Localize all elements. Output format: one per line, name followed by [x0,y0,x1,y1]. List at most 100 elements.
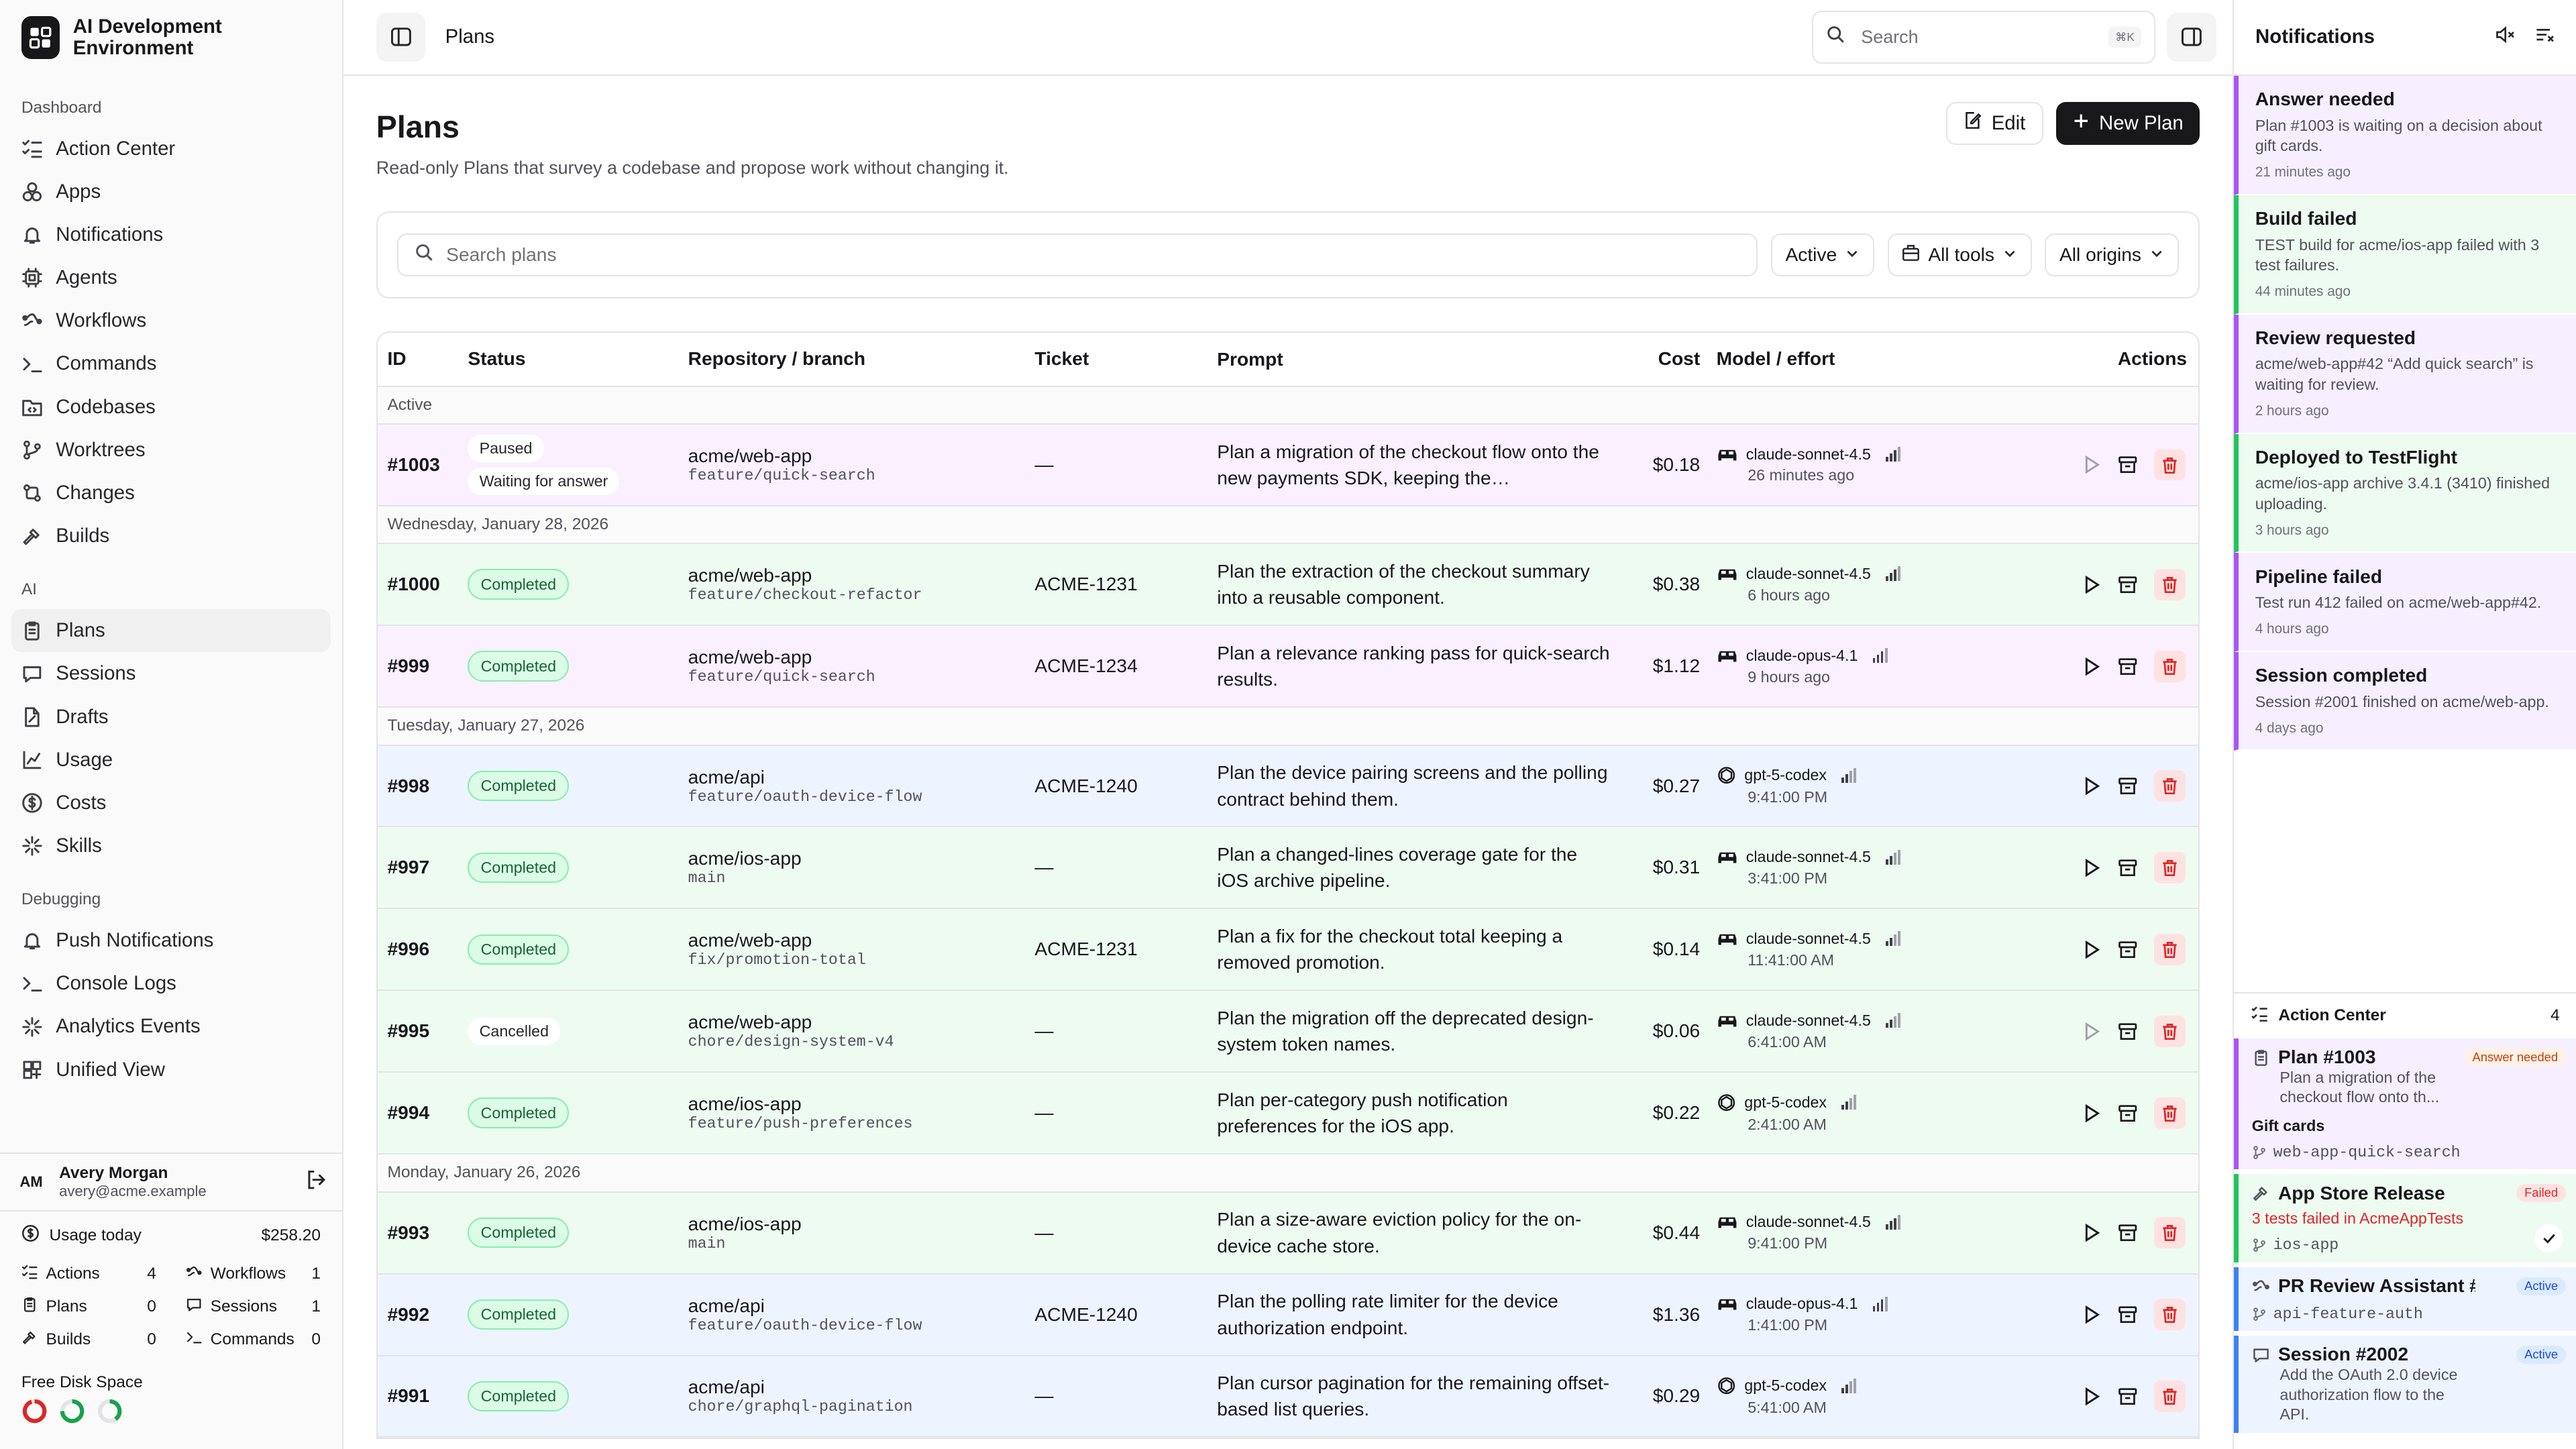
header-cost[interactable]: Cost [1658,348,1701,370]
play-icon[interactable] [2082,1104,2101,1123]
table-row[interactable]: #993 Completed acme/ios-app main — Plan … [377,1192,2199,1275]
sidebar-item-action-center[interactable]: Action Center [0,127,331,170]
plan-id[interactable]: #992 [387,1303,430,1325]
plan-id[interactable]: #996 [387,938,430,960]
sidebar-item-unified-view[interactable]: Unified View [0,1049,331,1091]
sidebar-item-skills[interactable]: Skills [0,824,331,867]
check-icon[interactable] [2534,1224,2563,1253]
header-status[interactable]: Status [468,348,526,370]
notification-item[interactable]: Review requested acme/web-app#42 “Add qu… [2234,314,2576,434]
trash-icon[interactable] [2154,770,2186,802]
plan-id[interactable]: #991 [387,1385,430,1407]
toggle-right-panel-button[interactable] [2167,12,2216,62]
table-row[interactable]: #994 Completed acme/ios-app feature/push… [377,1073,2199,1155]
table-row[interactable]: #997 Completed acme/ios-app main — Plan … [377,827,2199,910]
trash-icon[interactable] [2154,1217,2186,1248]
sidebar-item-builds[interactable]: Builds [0,515,331,557]
trash-icon[interactable] [2154,449,2186,481]
ticket[interactable]: ACME-1234 [1034,655,1138,677]
notification-item[interactable]: Pipeline failed Test run 412 failed on a… [2234,553,2576,652]
edit-button[interactable]: Edit [1945,101,2043,145]
notification-item[interactable]: Build failed TEST build for acme/ios-app… [2234,195,2576,315]
trash-icon[interactable] [2154,650,2186,682]
play-icon[interactable] [2082,575,2101,594]
sidebar-item-console-logs[interactable]: Console Logs [0,962,331,1005]
ticket[interactable]: ACME-1231 [1034,938,1138,960]
table-row[interactable]: #995 Cancelled acme/web-app chore/design… [377,991,2199,1073]
plans-search-input[interactable]: Search plans [397,233,1758,276]
plan-id[interactable]: #995 [387,1020,430,1042]
action-card-app-store-release[interactable]: App Store Release Failed 3 tests failed i… [2234,1174,2576,1263]
logout-icon[interactable] [306,1167,325,1197]
notification-item[interactable]: Answer needed Plan #1003 is waiting on a… [2234,75,2576,195]
play-icon[interactable] [2082,776,2101,796]
toggle-sidebar-button[interactable] [376,12,426,62]
play-icon[interactable] [2082,1223,2101,1242]
sidebar-item-codebases[interactable]: Codebases [0,386,331,429]
plan-id[interactable]: #994 [387,1102,430,1124]
play-icon[interactable] [2082,657,2101,676]
new-plan-button[interactable]: New Plan [2056,101,2200,145]
action-card-session-2002[interactable]: Session #2002 Active Add the OAuth 2.0 de… [2234,1336,2576,1433]
brand[interactable]: AI Development Environment [0,0,342,76]
sidebar-item-analytics-events[interactable]: Analytics Events [0,1005,331,1048]
mute-icon[interactable] [2496,25,2515,50]
archive-icon[interactable] [2118,1022,2137,1041]
plan-id[interactable]: #997 [387,857,430,878]
trash-icon[interactable] [2154,569,2186,600]
sidebar-item-worktrees[interactable]: Worktrees [0,429,331,472]
plan-id[interactable]: #998 [387,775,430,796]
notification-item[interactable]: Session completed Session #2001 finished… [2234,651,2576,751]
header-ticket[interactable]: Ticket [1034,348,1089,370]
table-row[interactable]: #996 Completed acme/web-app fix/promotio… [377,909,2199,991]
play-icon[interactable] [2082,858,2101,877]
play-icon[interactable] [2082,1387,2101,1406]
sidebar-item-push-notifications[interactable]: Push Notifications [0,919,331,962]
header-prompt[interactable]: Prompt [1217,348,1283,370]
sidebar-item-commands[interactable]: Commands [0,342,331,385]
archive-icon[interactable] [2118,1387,2137,1406]
table-row[interactable]: #1000 Completed acme/web-app feature/che… [377,544,2199,627]
sidebar-item-workflows[interactable]: Workflows [0,299,331,342]
table-row[interactable]: #998 Completed acme/api feature/oauth-de… [377,745,2199,828]
avatar[interactable]: AM [19,1173,43,1190]
archive-icon[interactable] [2118,455,2137,474]
archive-icon[interactable] [2118,1104,2137,1123]
sidebar-item-costs[interactable]: Costs [0,782,331,824]
sidebar-item-plans[interactable]: Plans [11,609,331,653]
table-row[interactable]: #999 Completed acme/web-app feature/quic… [377,626,2199,708]
plan-id[interactable]: #999 [387,655,430,677]
archive-icon[interactable] [2118,1305,2137,1324]
table-row[interactable]: #992 Completed acme/api feature/oauth-de… [377,1274,2199,1356]
trash-icon[interactable] [2154,1381,2186,1412]
header-model[interactable]: Model / effort [1716,348,1835,370]
ticket[interactable]: ACME-1231 [1034,574,1138,595]
ticket[interactable]: ACME-1240 [1034,775,1138,796]
notification-item[interactable]: Deployed to TestFlight acme/ios-app arch… [2234,433,2576,553]
trash-icon[interactable] [2154,1299,2186,1330]
header-id[interactable]: ID [387,348,407,370]
archive-icon[interactable] [2118,940,2137,959]
archive-icon[interactable] [2118,1223,2137,1242]
table-row[interactable]: #991 Completed acme/api chore/graphql-pa… [377,1356,2199,1438]
global-search-input[interactable]: Search ⌘K [1812,11,2156,64]
clear-all-icon[interactable] [2535,25,2555,50]
table-row[interactable]: #1003 Paused Waiting for answer acme/web-… [377,425,2199,506]
plan-id[interactable]: #1000 [387,574,440,595]
trash-icon[interactable] [2154,934,2186,965]
sidebar-item-agents[interactable]: Agents [0,256,331,299]
status-filter-select[interactable]: Active [1770,233,1875,276]
origins-filter-select[interactable]: All origins [2045,233,2179,276]
header-repo[interactable]: Repository / branch [688,348,866,370]
sidebar-item-changes[interactable]: Changes [0,472,331,515]
play-icon[interactable] [2082,940,2101,959]
trash-icon[interactable] [2154,1016,2186,1047]
trash-icon[interactable] [2154,852,2186,883]
archive-icon[interactable] [2118,657,2137,676]
sidebar-item-drafts[interactable]: Drafts [0,695,331,738]
archive-icon[interactable] [2118,858,2137,877]
sidebar-item-usage[interactable]: Usage [0,739,331,782]
sidebar-item-notifications[interactable]: Notifications [0,213,331,256]
action-card-pr-review-assistant-4[interactable]: PR Review Assistant #4… Active api-featur… [2234,1267,2576,1331]
action-card-plan-1003[interactable]: Plan #1003 Answer needed Plan a migration… [2234,1038,2576,1169]
